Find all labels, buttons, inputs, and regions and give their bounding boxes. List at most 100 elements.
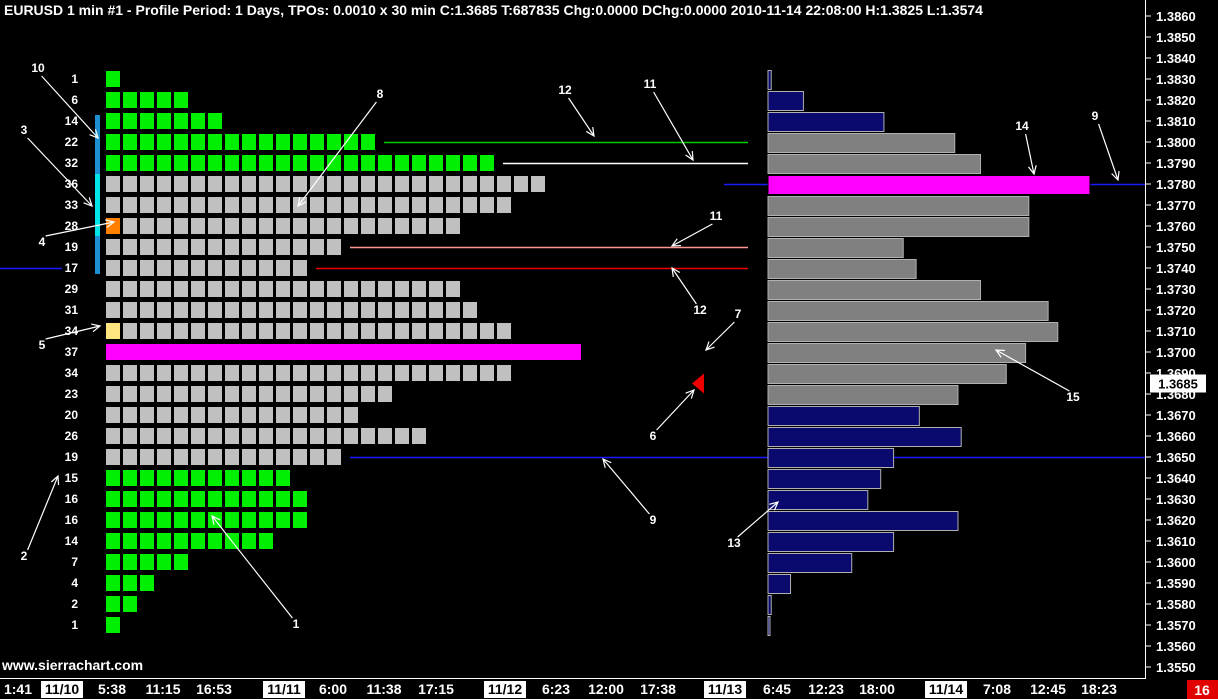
y-tick-label[interactable]: 1.3550: [1156, 660, 1196, 675]
x-date-label[interactable]: 11/13: [708, 681, 742, 697]
x-date-label[interactable]: 11/11: [267, 681, 301, 697]
x-time-label[interactable]: 18:00: [859, 681, 895, 697]
x-time-label[interactable]: 11:38: [366, 681, 401, 697]
y-tick-label[interactable]: 1.3640: [1156, 471, 1196, 486]
tpo-block: [140, 323, 154, 339]
y-tick-label[interactable]: 1.3810: [1156, 114, 1196, 129]
y-tick-label[interactable]: 1.3850: [1156, 30, 1196, 45]
x-time-label[interactable]: 12:00: [588, 681, 624, 697]
tpo-block: [446, 365, 460, 381]
y-tick-label[interactable]: 1.3750: [1156, 240, 1196, 255]
x-date-label[interactable]: 11/14: [929, 681, 963, 697]
annotation-label: 13: [727, 536, 741, 550]
tpo-block: [191, 428, 205, 444]
y-tick-label[interactable]: 1.3600: [1156, 555, 1196, 570]
tpo-block: [242, 218, 256, 234]
tpo-block: [225, 470, 239, 486]
y-tick-label[interactable]: 1.3570: [1156, 618, 1196, 633]
tpo-block: [395, 155, 409, 171]
tpo-block: [157, 365, 171, 381]
x-time-label[interactable]: 6:00: [319, 681, 347, 697]
y-tick-label[interactable]: 1.3770: [1156, 198, 1196, 213]
y-tick-label[interactable]: 1.3820: [1156, 93, 1196, 108]
tpo-block: [123, 386, 137, 402]
x-time-label[interactable]: 6:45: [763, 681, 791, 697]
y-tick-label[interactable]: 1.3780: [1156, 177, 1196, 192]
x-time-label[interactable]: 17:38: [640, 681, 676, 697]
y-tick-label[interactable]: 1.3700: [1156, 345, 1196, 360]
tpo-block: [157, 554, 171, 570]
x-time-label[interactable]: 12:23: [808, 681, 844, 697]
y-tick-label[interactable]: 1.3830: [1156, 72, 1196, 87]
tpo-block: [123, 239, 137, 255]
x-time-label[interactable]: 5:38: [98, 681, 126, 697]
y-tick-label[interactable]: 1.3630: [1156, 492, 1196, 507]
x-time-label[interactable]: 18:23: [1081, 681, 1117, 697]
tpo-block: [310, 134, 324, 150]
annotation-label: 6: [650, 429, 657, 443]
y-tick-label[interactable]: 1.3720: [1156, 303, 1196, 318]
x-time-label[interactable]: 6:23: [542, 681, 570, 697]
tpo-block: [174, 533, 188, 549]
tpo-block: [259, 428, 273, 444]
volume-bar: [767, 259, 917, 279]
tpo-block: [157, 281, 171, 297]
y-tick-label[interactable]: 1.3730: [1156, 282, 1196, 297]
y-tick-label[interactable]: 1.3710: [1156, 324, 1196, 339]
x-time-label[interactable]: 16:53: [196, 681, 232, 697]
y-tick-label[interactable]: 1.3740: [1156, 261, 1196, 276]
tpo-block: [174, 386, 188, 402]
y-tick-label[interactable]: 1.3560: [1156, 639, 1196, 654]
tpo-block: [480, 365, 494, 381]
tpo-block: [157, 344, 174, 360]
tpo-block: [208, 323, 222, 339]
y-tick-label[interactable]: 1.3790: [1156, 156, 1196, 171]
tpo-block: [497, 365, 511, 381]
volume-bar: [767, 133, 956, 153]
annotation-arrow: [656, 389, 695, 431]
x-time-label[interactable]: 1:41: [4, 681, 32, 697]
tpo-block: [140, 512, 154, 528]
tpo-block: [310, 176, 324, 192]
x-axis-ticks[interactable]: 1:41 11/10 5:38 11:15 16:53 11/11 6:00 11:38 17:…: [4, 681, 1117, 698]
volume-bar: [767, 448, 895, 468]
tpo-count-label: 31: [65, 303, 79, 317]
tpo-block: [106, 554, 120, 570]
tpo-block: [310, 323, 324, 339]
annotation-label: 1: [293, 617, 300, 631]
x-date-label[interactable]: 11/12: [488, 681, 522, 697]
y-tick-label[interactable]: 1.3670: [1156, 408, 1196, 423]
tpo-count-label: 1: [71, 72, 78, 86]
y-tick-label[interactable]: 1.3580: [1156, 597, 1196, 612]
tpo-block: [395, 344, 412, 360]
tpo-block: [361, 197, 375, 213]
tpo-block: [157, 92, 171, 108]
annotation-label: 2: [21, 549, 28, 563]
x-time-label[interactable]: 7:08: [983, 681, 1011, 697]
tpo-count-label: 4: [71, 576, 78, 590]
tpo-block: [208, 218, 222, 234]
tpo-block: [310, 344, 327, 360]
x-time-label[interactable]: 17:15: [418, 681, 454, 697]
y-tick-label[interactable]: 1.3660: [1156, 429, 1196, 444]
y-tick-label[interactable]: 1.3800: [1156, 135, 1196, 150]
y-tick-label[interactable]: 1.3840: [1156, 51, 1196, 66]
x-time-label[interactable]: 11:15: [145, 681, 180, 697]
y-axis-ticks[interactable]: 1.3860 1.3850 1.3840 1.3830 1.3820 1.3810 1.38…: [1146, 9, 1196, 675]
tpo-count-label: 22: [65, 135, 79, 149]
y-tick-label[interactable]: 1.3620: [1156, 513, 1196, 528]
y-tick-label[interactable]: 1.3610: [1156, 534, 1196, 549]
tpo-block: [140, 470, 154, 486]
tpo-block: [327, 323, 341, 339]
y-tick-label[interactable]: 1.3760: [1156, 219, 1196, 234]
y-tick-label[interactable]: 1.3590: [1156, 576, 1196, 591]
y-tick-label[interactable]: 1.3860: [1156, 9, 1196, 24]
tpo-block: [293, 218, 307, 234]
tpo-block: [310, 155, 324, 171]
x-date-label[interactable]: 11/10: [45, 681, 79, 697]
x-time-label[interactable]: 12:45: [1030, 681, 1066, 697]
annotation-arrowhead: [297, 197, 307, 208]
tpo-block: [446, 197, 460, 213]
y-tick-label[interactable]: 1.3650: [1156, 450, 1196, 465]
